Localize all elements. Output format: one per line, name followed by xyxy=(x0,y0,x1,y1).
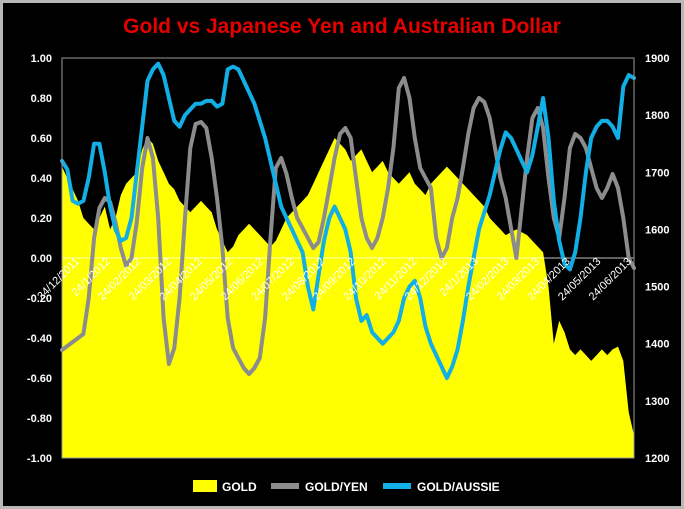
left-tick-label: -1.00 xyxy=(27,453,52,465)
left-tick-label: -0.20 xyxy=(27,293,52,305)
left-tick-label: 1.00 xyxy=(31,53,52,65)
right-tick-label: 1900 xyxy=(645,53,669,65)
left-tick-label: 0.20 xyxy=(31,213,52,225)
right-tick-label: 1200 xyxy=(645,453,669,465)
plot-area xyxy=(60,57,636,459)
left-tick-label: -0.80 xyxy=(27,413,52,425)
right-tick-label: 1800 xyxy=(645,110,669,122)
right-tick-label: 1700 xyxy=(645,167,669,179)
legend-swatch-gold xyxy=(193,480,217,492)
plot-border xyxy=(61,57,635,459)
right-tick-label: 1400 xyxy=(645,339,669,351)
left-tick-label: -0.40 xyxy=(27,333,52,345)
right-tick-label: 1500 xyxy=(645,282,669,294)
series-gold-aussie-line xyxy=(60,61,636,380)
legend-label-gold: GOLD xyxy=(222,480,257,494)
left-tick-label: 0.00 xyxy=(31,253,52,265)
left-tick-label: 0.40 xyxy=(31,173,52,185)
legend-label-gold-yen: GOLD/YEN xyxy=(305,480,368,494)
right-axis: 1900 1800 1700 1600 1500 1400 1300 1200 xyxy=(645,53,669,465)
legend-label-gold-aussie: GOLD/AUSSIE xyxy=(417,480,500,494)
right-tick-label: 1600 xyxy=(645,224,669,236)
chart-title: Gold vs Japanese Yen and Australian Doll… xyxy=(123,15,561,38)
left-tick-label: -0.60 xyxy=(27,373,52,385)
right-tick-label: 1300 xyxy=(645,396,669,408)
series-gold-area xyxy=(62,138,634,458)
legend: GOLD GOLD/YEN GOLD/AUSSIE xyxy=(193,480,500,494)
legend-swatch-gold-aussie xyxy=(383,483,411,489)
legend-swatch-gold-yen xyxy=(271,483,299,489)
left-tick-label: 0.60 xyxy=(31,133,52,145)
left-axis: 1.00 0.80 0.60 0.40 0.20 0.00 -0.20 -0.40 -0.60 -… xyxy=(27,53,52,465)
left-tick-label: 0.80 xyxy=(31,93,52,105)
